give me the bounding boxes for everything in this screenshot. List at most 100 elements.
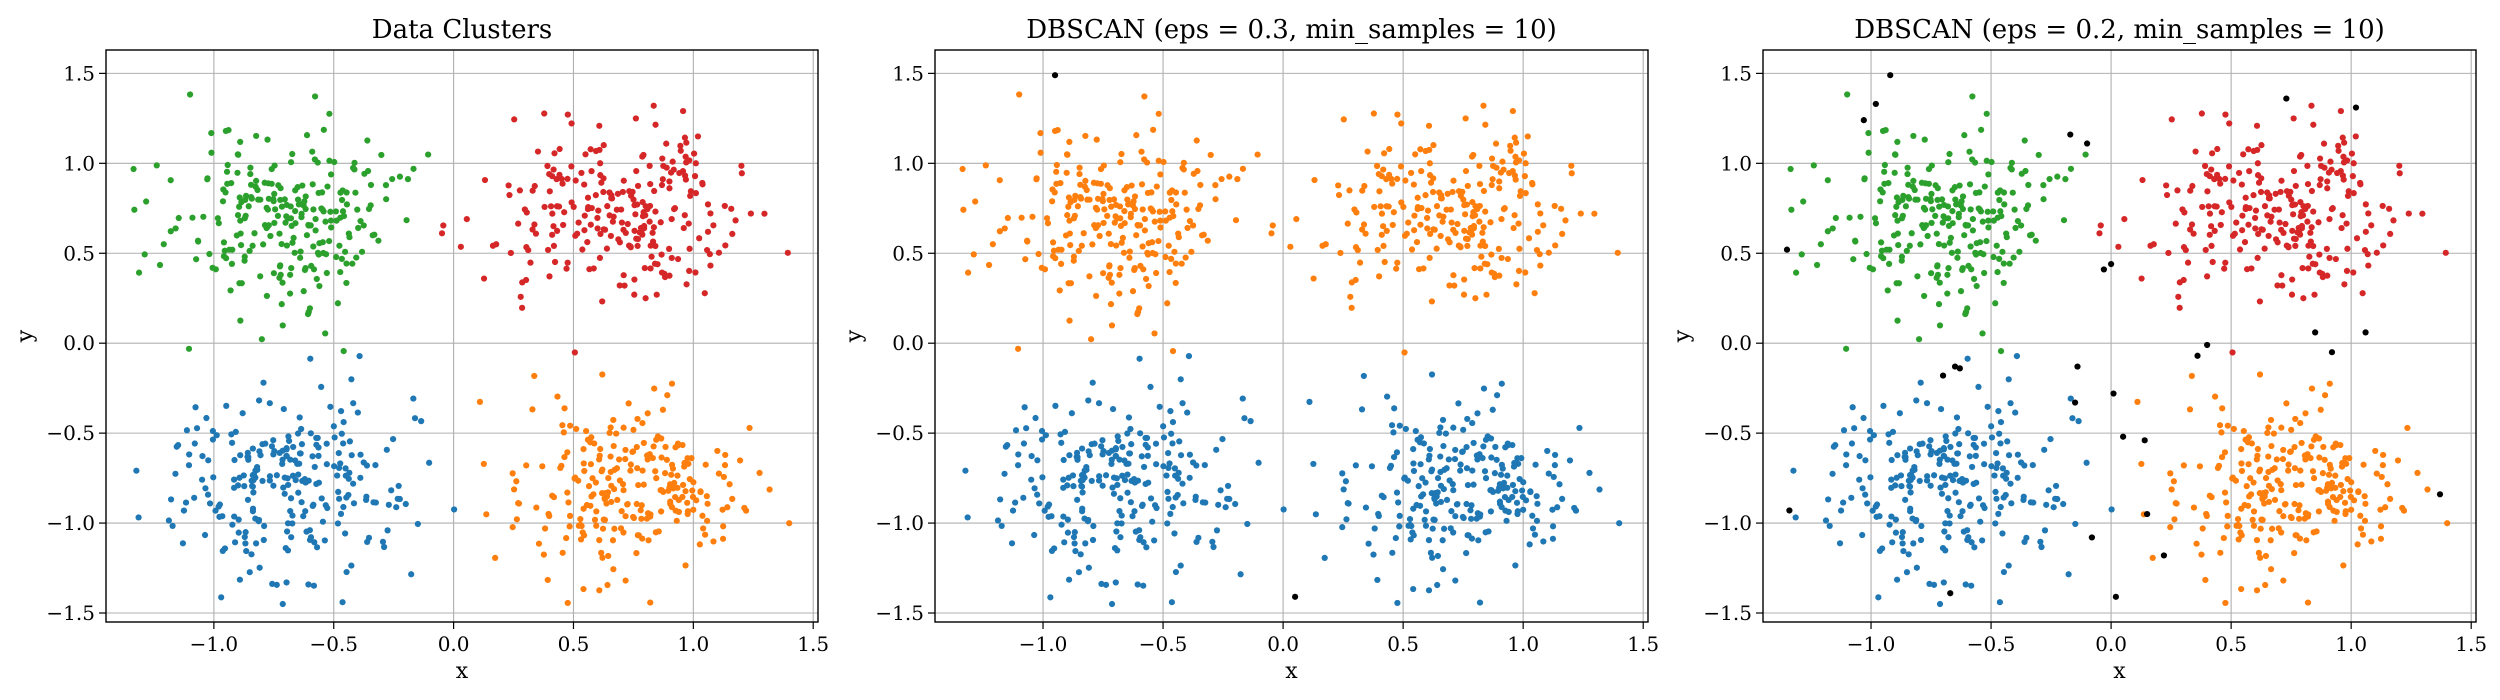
scatter-point [1110,196,1118,203]
scatter-point [1012,427,1020,434]
scatter-point [316,282,323,290]
scatter-point [1459,448,1466,455]
scatter-point [2188,372,2195,380]
scatter-point [2273,456,2280,463]
scatter-point [2255,179,2263,186]
scatter-point [2040,196,2047,203]
scatter-point [549,210,556,217]
scatter-point [2300,295,2307,302]
scatter-point [686,157,693,164]
scatter-point [618,508,625,515]
scatter-point [2038,543,2045,551]
scatter-point [355,224,362,232]
scatter-point [244,496,252,503]
scatter-point [1121,207,1128,215]
scatter-point [212,507,219,514]
scatter-point [1927,437,1934,444]
scatter-point [2311,291,2318,298]
scatter-point [686,245,693,252]
scatter-point [1361,182,1368,190]
scatter-point [2305,265,2312,272]
scatter-point [1943,437,1950,445]
scatter-point [1898,483,1905,490]
scatter-point [1559,230,1566,237]
scatter-point [1070,483,1077,490]
scatter-point [1434,581,1441,589]
scatter-point [1173,201,1180,208]
scatter-point [2315,435,2323,442]
scatter-point [515,500,522,507]
scatter-point [281,474,288,481]
scatter-point [1321,554,1328,561]
scatter-point [1962,308,1970,316]
scatter-point [2294,229,2301,236]
scatter-point [622,513,629,520]
scatter-point [237,317,244,324]
scatter-point [599,298,606,305]
scatter-point [2001,201,2008,208]
scatter-point [1001,470,1008,477]
scatter-point [1383,227,1390,235]
scatter-point [2243,483,2250,490]
scatter-point [1430,142,1437,149]
scatter-point [315,479,323,486]
scatter-point [653,291,660,298]
scatter-point [191,494,198,501]
scatter-point [1153,183,1160,190]
scatter-point [1133,232,1140,239]
scatter-point [652,208,659,215]
scatter-point [1427,230,1434,238]
scatter-point [2241,501,2248,509]
scatter-point [327,217,335,224]
scatter-point [2193,540,2200,547]
scatter-point [1171,248,1178,255]
scatter-point [2067,165,2075,172]
scatter-point [1419,475,1426,482]
scatter-point [1179,400,1186,407]
scatter-point [1952,430,1959,437]
scatter-point [1940,201,1948,209]
scatter-point [309,148,316,155]
scatter-point [1937,484,1944,491]
scatter-point [2252,214,2259,222]
scatter-point [1058,521,1065,528]
scatter-point [1488,454,1495,461]
scatter-point [668,503,675,511]
scatter-point [1088,477,1095,485]
scatter-point [588,434,595,441]
scatter-point [414,520,421,528]
scatter-point [1160,463,1167,470]
scatter-point [1102,472,1110,479]
scatter-point [1988,158,1995,166]
scatter-point [1038,436,1046,443]
scatter-point [696,541,703,548]
scatter-point [2321,392,2329,399]
scatter-point [634,415,641,423]
scatter-point [260,241,267,248]
scatter-point [1348,304,1355,311]
scatter-point [1155,110,1162,117]
scatter-point [382,182,390,189]
scatter-point [2352,133,2359,140]
scatter-point [1186,451,1193,458]
scatter-point [1114,520,1121,527]
scatter-point [1450,487,1457,494]
scatter-point [2238,585,2245,593]
scatter-point [1171,530,1178,537]
scatter-point [2170,478,2177,485]
scatter-point [2072,520,2079,528]
scatter-point [692,160,699,167]
scatter-point [687,192,694,200]
scatter-point [1117,159,1124,166]
scatter-point [1130,198,1137,205]
scatter-point [1509,493,1516,501]
scatter-point [1959,265,1966,272]
scatter-point [372,462,379,469]
scatter-point [1058,260,1065,267]
scatter-point [343,201,351,208]
scatter-point [2067,131,2074,138]
scatter-point [323,440,330,447]
scatter-point [2005,452,2013,459]
scatter-point [1116,507,1123,515]
scatter-point [2292,415,2299,423]
